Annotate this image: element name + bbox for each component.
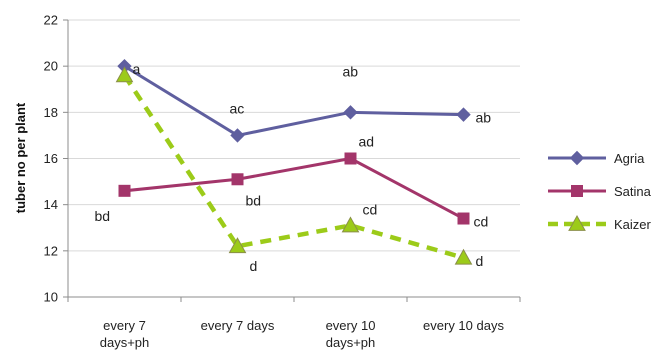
data-label: ac [230, 100, 245, 116]
data-label: a [133, 61, 141, 77]
data-point [228, 237, 247, 254]
data-point [569, 150, 585, 166]
y-tick-label: 10 [44, 290, 58, 305]
data-point [568, 214, 586, 231]
data-point [343, 105, 358, 120]
legend-label: Kaizer [614, 217, 652, 232]
series-group [115, 58, 473, 265]
legend-item-satina: Satina [548, 184, 652, 199]
y-axis-label: tuber no per plant [13, 102, 28, 213]
legend-label: Agria [614, 151, 645, 166]
data-point [454, 248, 473, 265]
data-label: ad [359, 134, 375, 150]
y-tick-label: 14 [44, 197, 58, 212]
x-tick-labels: every 7 days+ph every 7 days every 10 days+p… [100, 318, 505, 350]
gridlines [68, 19, 520, 298]
data-point [341, 216, 360, 233]
data-label: cd [363, 201, 378, 217]
data-point [457, 212, 470, 225]
series-line [124, 157, 465, 220]
data-point [118, 184, 131, 197]
series-line [123, 64, 464, 137]
data-label: bd [95, 208, 111, 224]
data-point [344, 152, 357, 165]
legend-item-agria: Agria [548, 150, 645, 166]
legend: Agria Satina Kaizer [548, 150, 652, 232]
data-point [115, 66, 134, 83]
series-satina [118, 152, 470, 225]
data-labels: a ac ab ab bd bd ad cd d cd d [95, 61, 492, 274]
y-tick-label: 18 [44, 105, 58, 120]
x-tick-label: every 7 days+ph [100, 318, 150, 350]
series-line [122, 74, 465, 260]
series-kaizer [115, 66, 473, 265]
data-label: ab [343, 63, 359, 79]
data-point [456, 107, 471, 122]
x-tick-label: every 10 days+ph [326, 318, 376, 350]
x-tick-label: every 7 days [201, 318, 275, 333]
legend-item-kaizer: Kaizer [548, 214, 652, 232]
data-label: cd [474, 214, 489, 230]
y-tick-labels: 10 12 14 16 18 20 22 [44, 13, 58, 305]
data-label: d [476, 253, 484, 269]
x-tick-label: every 10 days [423, 318, 504, 333]
data-point [230, 128, 245, 143]
data-point [231, 173, 244, 186]
y-tick-label: 22 [44, 13, 58, 28]
data-label: d [250, 258, 258, 274]
legend-label: Satina [614, 184, 652, 199]
y-tick-label: 16 [44, 151, 58, 166]
data-label: ab [476, 110, 492, 126]
data-point [571, 185, 583, 197]
series-agria [117, 58, 471, 143]
axes [63, 19, 521, 302]
y-tick-label: 20 [44, 59, 58, 74]
y-tick-label: 12 [44, 243, 58, 258]
data-label: bd [246, 192, 262, 208]
